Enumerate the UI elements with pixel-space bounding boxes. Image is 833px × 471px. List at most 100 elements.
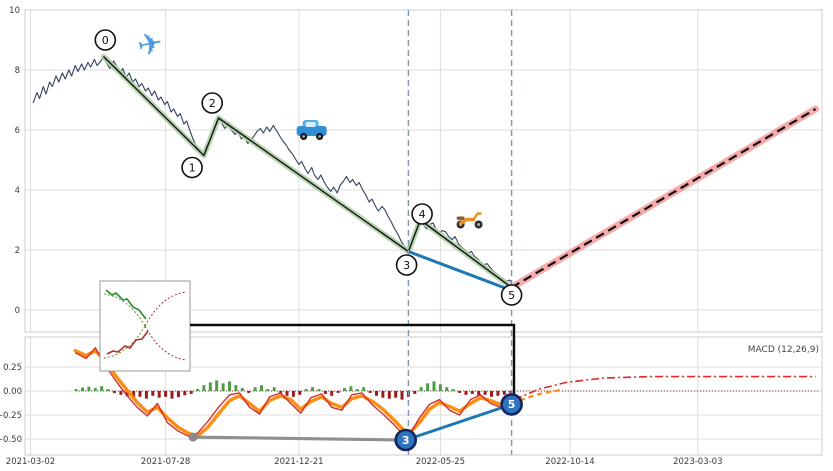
macd-histogram-bar <box>317 389 321 391</box>
macd-histogram-bar <box>87 386 91 391</box>
macd-histogram-bar <box>387 391 391 399</box>
car-icon <box>318 135 322 138</box>
macd-histogram-bar <box>298 391 302 395</box>
macd-histogram-bar <box>151 391 155 396</box>
macd-histogram-bar <box>470 391 474 394</box>
macd-histogram-bar <box>368 391 372 393</box>
wave-marker-2 <box>201 92 223 114</box>
macd-histogram-bar <box>176 391 180 398</box>
macd-histogram-bar <box>113 391 116 393</box>
trend-line <box>103 56 513 289</box>
scooter-icon <box>472 212 482 221</box>
price-forecast-line <box>511 108 817 289</box>
macd-histogram-bar <box>445 387 449 391</box>
macd-histogram-bar <box>93 388 97 391</box>
macd-histogram-bar <box>502 391 506 395</box>
macd-histogram-bar <box>381 391 385 398</box>
x-tick-label: 2021-12-21 <box>274 457 323 467</box>
macd-histogram-bar <box>509 391 513 393</box>
wave-marker-label-2: 2 <box>209 97 216 110</box>
macd-marker-5 <box>500 393 523 416</box>
macd-histogram-bar <box>490 391 493 397</box>
wave-marker-label-5: 5 <box>508 289 515 302</box>
inset-curve <box>144 291 187 327</box>
macd-marker-label-3: 3 <box>402 434 410 447</box>
macd-histogram-bar <box>202 385 206 391</box>
y-tick-label: −0.25 <box>0 411 22 421</box>
macd-histogram-bar <box>164 391 168 397</box>
macd-histogram-bar <box>336 391 340 393</box>
macd-histogram-bar <box>132 391 136 398</box>
airplane-icon: ✈ <box>134 25 166 64</box>
inset-connector-line <box>190 323 516 397</box>
y-tick-label: 10 <box>9 6 20 16</box>
macd-panel-border <box>24 336 823 456</box>
wave-marker-3 <box>395 254 418 276</box>
x-tick-label: 2022-05-25 <box>416 457 465 467</box>
macd-histogram-bar <box>483 391 487 395</box>
macd-histogram-bar <box>119 391 123 395</box>
macd-histogram-bar <box>496 391 500 396</box>
macd-histogram-bar <box>432 381 436 391</box>
macd-histogram-bar <box>228 381 231 391</box>
wave-marker-4 <box>411 203 433 225</box>
macd-histogram-bar <box>253 387 257 391</box>
macd-histogram-bar <box>81 387 84 391</box>
macd-histogram-bar <box>170 391 174 399</box>
y-tick-label: 2 <box>15 246 20 256</box>
macd-histogram-bar <box>138 391 142 397</box>
x-tick-label: 2022-10-14 <box>545 457 594 467</box>
macd-histogram-bar <box>330 391 334 396</box>
y-tick-label: 4 <box>15 186 20 196</box>
inset-curve <box>144 325 187 361</box>
macd-histogram-bar <box>100 386 104 391</box>
price-pattern-blue-line <box>406 250 514 292</box>
macd-histogram-bar <box>234 385 238 391</box>
macd-histogram-bar <box>247 391 251 393</box>
y-tick-label: 6 <box>15 126 20 136</box>
macd-histogram-bar <box>323 391 327 394</box>
wave-marker-label-3: 3 <box>403 259 410 272</box>
y-tick-label: 0 <box>15 306 20 316</box>
y-tick-label: 8 <box>15 66 20 76</box>
macd-histogram-bar <box>438 384 442 391</box>
macd-histogram-bar <box>285 391 289 396</box>
y-tick-label: 0.25 <box>3 363 22 373</box>
macd-histogram-bar <box>362 387 366 391</box>
macd-histogram-bar <box>157 391 161 398</box>
wave-marker-5 <box>500 284 523 306</box>
wave-marker-label-0: 0 <box>102 34 109 47</box>
scooter-icon <box>458 217 476 226</box>
x-tick-label: 2021-03-02 <box>6 457 55 467</box>
macd-histogram-bar <box>208 382 212 391</box>
y-tick-label: 0.00 <box>3 387 22 397</box>
macd-forecast-line <box>513 375 816 401</box>
macd-histogram-bar <box>355 389 359 391</box>
inset-curve <box>103 293 146 327</box>
macd-histogram-bar <box>343 388 346 391</box>
scooter-icon <box>456 216 465 220</box>
macd-marker-label-5: 5 <box>508 398 516 411</box>
macd-histogram-bar <box>240 388 244 391</box>
x-tick-label: 2021-07-28 <box>141 457 190 467</box>
macd-histogram-bar <box>375 391 378 396</box>
macd-histogram-bar <box>464 391 468 395</box>
car-icon <box>305 122 316 127</box>
macd-histogram-bar <box>144 391 148 399</box>
x-tick-label: 2023-03-03 <box>673 457 722 467</box>
macd-histogram-bar <box>183 391 187 396</box>
macd-gray-line <box>191 435 408 442</box>
inset-green-line <box>105 289 147 320</box>
macd-histogram-bar <box>304 389 308 391</box>
macd-histogram-bar <box>426 383 430 391</box>
macd-blue-line <box>404 402 514 442</box>
macd-histogram-bar <box>311 387 315 391</box>
price-panel-border <box>24 9 823 333</box>
macd-indicator-label: MACD (12,26,9) <box>747 345 819 355</box>
wave-marker-label-4: 4 <box>419 208 426 221</box>
macd-line <box>74 347 512 438</box>
macd-histogram-bar <box>106 389 110 391</box>
scooter-icon <box>477 223 481 226</box>
